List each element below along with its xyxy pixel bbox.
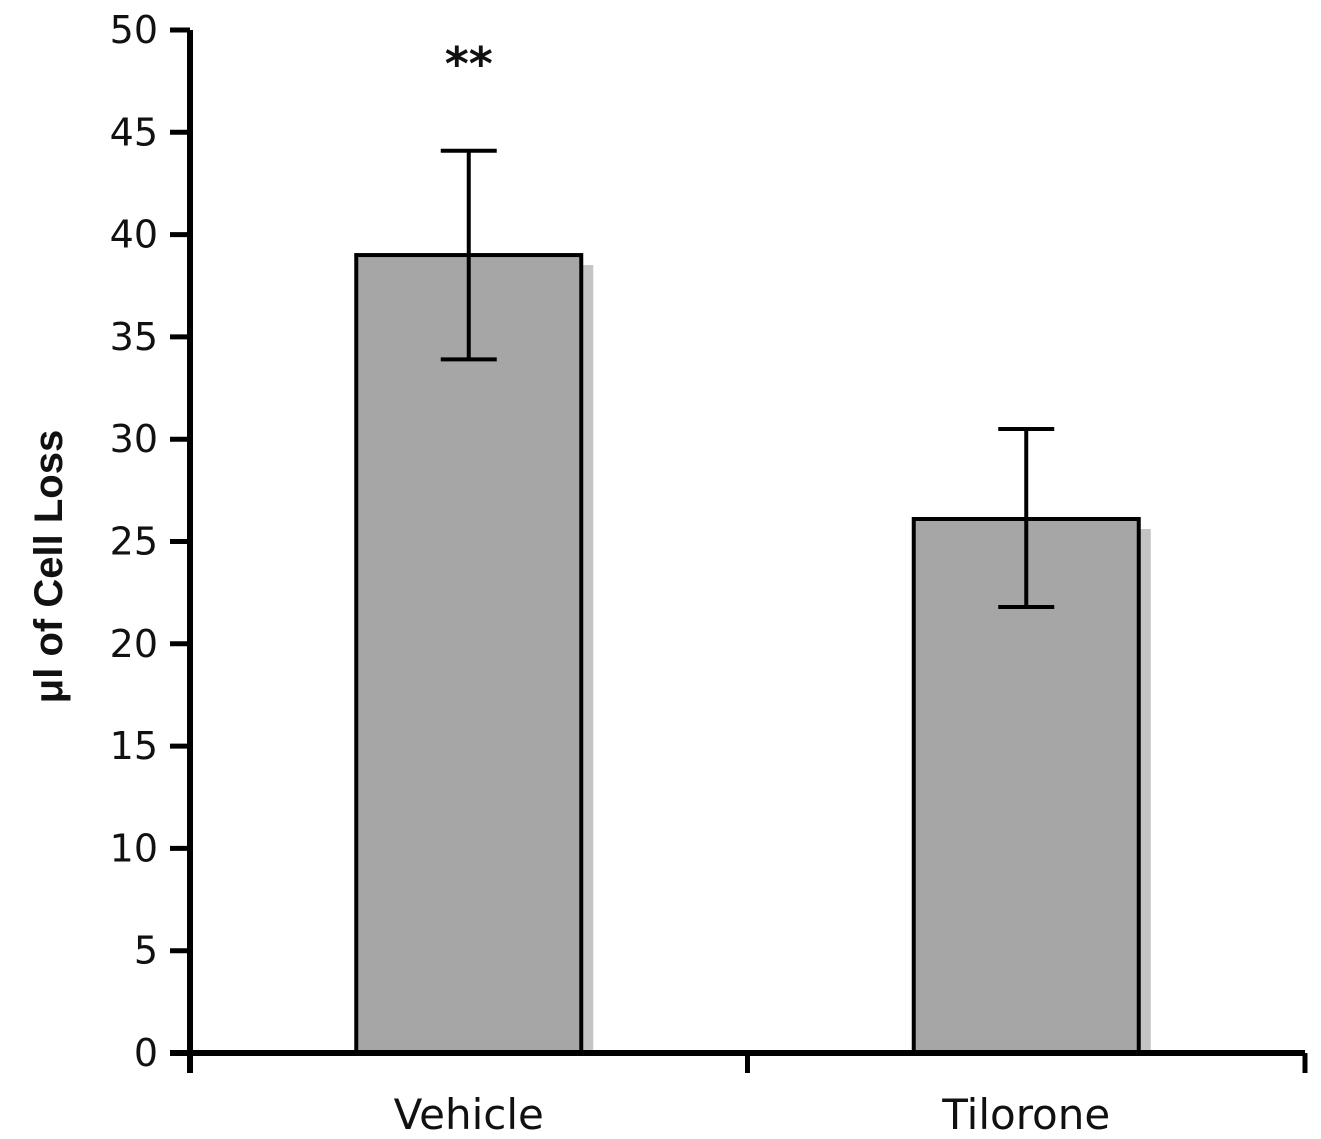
bar-vehicle bbox=[354, 253, 584, 1055]
error-bars-layer bbox=[440, 148, 1055, 609]
x-ticks-layer: Vehicle Tilorone bbox=[394, 1053, 1308, 1139]
bars-layer bbox=[354, 253, 1151, 1055]
x-category-label: Vehicle bbox=[394, 1090, 544, 1139]
axes-layer bbox=[170, 30, 1305, 1073]
y-tick-label: 45 bbox=[110, 110, 158, 154]
significance-annotation: ** bbox=[445, 37, 493, 91]
x-category-label: Tilorone bbox=[941, 1090, 1110, 1139]
y-tick-label: 20 bbox=[110, 622, 158, 666]
y-tick-label: 5 bbox=[134, 929, 158, 973]
annotations-layer: ** bbox=[445, 37, 493, 91]
y-ticks-layer: 0 5 10 15 20 25 30 35 40 45 50 bbox=[110, 8, 190, 1075]
y-tick-label: 25 bbox=[110, 520, 158, 564]
y-axis-title: μl of Cell Loss bbox=[27, 430, 71, 703]
y-tick-label: 40 bbox=[110, 213, 158, 257]
y-tick-label: 15 bbox=[110, 724, 158, 768]
y-tick-label: 30 bbox=[110, 417, 158, 461]
y-tick-label: 35 bbox=[110, 315, 158, 359]
y-tick-label: 10 bbox=[110, 826, 158, 870]
y-tick-label: 0 bbox=[134, 1031, 158, 1075]
y-tick-label: 50 bbox=[110, 8, 158, 52]
